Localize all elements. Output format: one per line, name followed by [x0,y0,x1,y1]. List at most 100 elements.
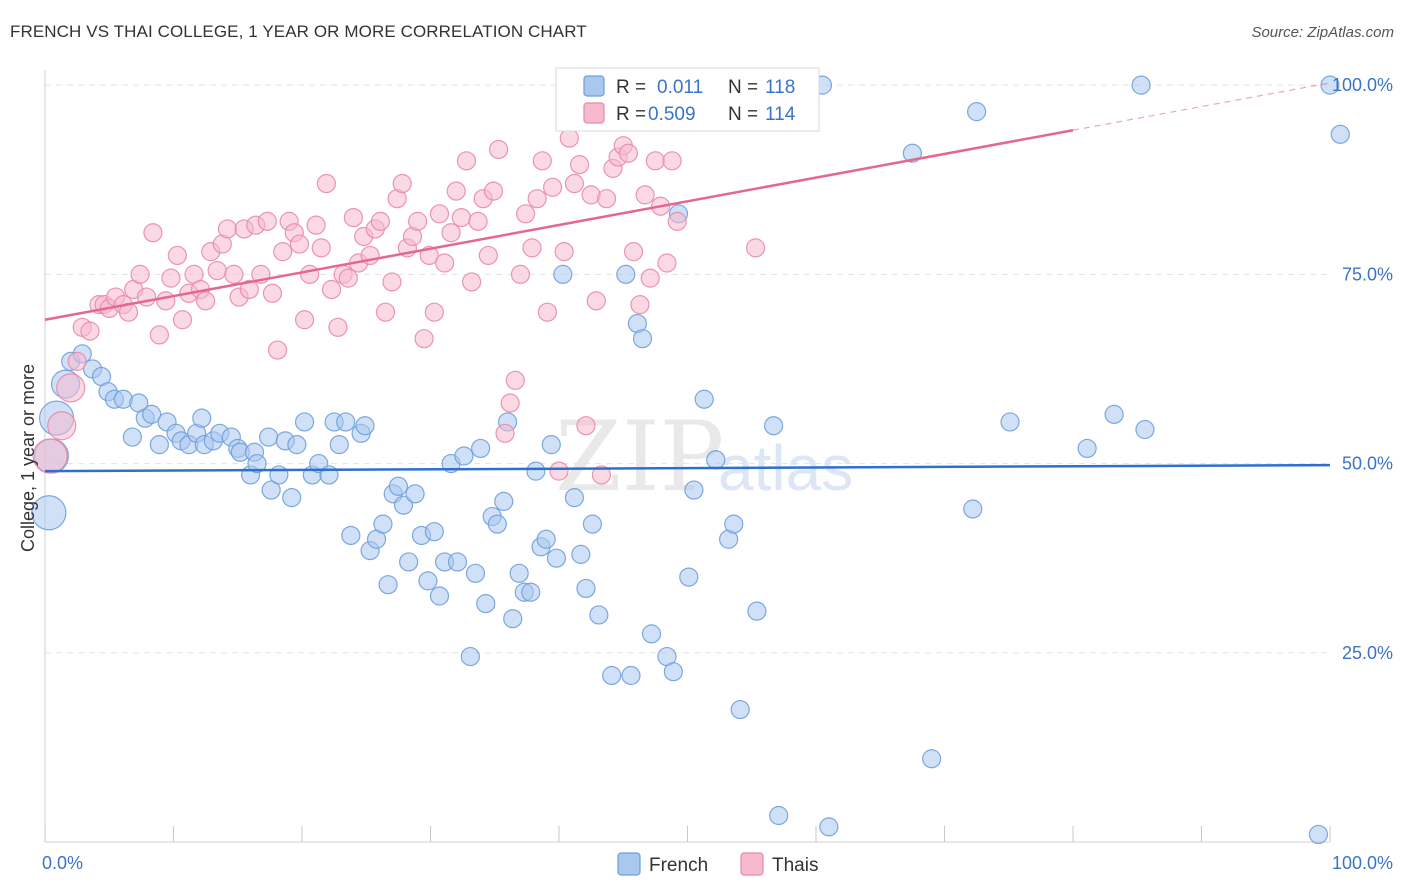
french-point-76 [526,461,546,481]
thai-point-67 [429,204,450,224]
french-point-62 [447,552,468,572]
y-axis-label: College, 1 year or more [18,364,38,552]
bottom-legend-label-french: French [649,855,708,876]
french-point-115 [1135,419,1155,440]
thai-point-46 [316,173,337,194]
french-point-109 [922,749,942,769]
thai-point-3 [67,351,87,371]
thai-point-20 [172,310,193,330]
x-tick-label-1: 100.0% [1332,853,1393,873]
french-point-80 [546,548,567,568]
french-point-59 [429,586,450,606]
thai-trend-line [44,129,1074,321]
thai-point-0 [32,438,68,474]
thai-point-83 [515,204,536,224]
thai-point-2 [56,373,86,403]
x-tick-label-0: 0.0% [42,853,83,873]
french-point-43 [336,412,356,432]
thai-trend-line-extension [1072,82,1331,131]
thai-point-78 [489,139,509,160]
thai-point-87 [537,302,558,322]
french-point-112 [1000,412,1020,432]
bottom-legend-swatch-french [617,852,641,876]
french-point-49 [373,514,393,534]
thai-point-51 [343,207,363,228]
french-point-57 [418,571,438,591]
thai-point-89 [549,461,569,481]
french-point-32 [261,480,281,500]
thai-point-42 [294,310,315,330]
french-point-35 [282,488,302,508]
french-point-33 [269,465,289,485]
french-point-104 [763,416,784,436]
french-point-91 [632,329,653,349]
french-point-98 [694,389,714,409]
french-point-110 [963,499,983,519]
french-points [31,75,1350,845]
french-point-69 [487,514,507,534]
thai-point-74 [468,211,488,231]
thai-point-92 [564,173,585,194]
french-point-96 [679,567,699,587]
y-tick-label-2: 75.0% [1342,264,1393,284]
thai-point-60 [392,173,412,194]
thai-point-69 [441,223,461,243]
french-point-15 [149,435,169,455]
french-point-97 [684,480,704,500]
thai-point-66 [424,302,444,322]
thai-points [32,128,766,485]
thai-point-82 [510,264,531,284]
thai-point-73 [462,272,482,292]
thai-point-43 [300,264,320,284]
thai-point-58 [382,272,402,292]
french-point-81 [553,264,573,284]
french-point-52 [388,476,408,496]
french-point-113 [1077,438,1097,459]
french-point-84 [576,578,596,599]
french-point-89 [621,665,641,686]
french-point-118 [1308,824,1329,845]
legend-n-value-thais: 114 [765,104,796,125]
french-point-67 [476,593,496,614]
french-point-31 [258,427,279,447]
french-point-46 [355,416,375,436]
thai-point-35 [257,211,277,231]
french-point-103 [747,601,767,621]
french-point-13 [142,404,162,424]
thai-point-90 [554,242,574,262]
legend-n-label-french: N = [728,77,758,98]
french-point-64 [460,646,480,667]
bottom-legend: French Thais [617,852,818,876]
thai-point-56 [370,211,390,231]
french-point-58 [424,522,444,542]
legend-r-label-french: R = [616,77,646,98]
french-point-54 [399,552,419,572]
chart-title: FRENCH VS THAI COLLEGE, 1 YEAR OR MORE C… [10,22,587,41]
legend-r-value-thais: 0.509 [648,104,696,125]
thai-point-64 [414,329,434,349]
french-point-37 [294,412,315,432]
thai-point-37 [267,340,288,360]
thai-point-48 [328,317,348,337]
thai-point-86 [532,151,552,171]
tick-labels: 25.0% 50.0% 75.0% 100.0% 0.0% 100.0% [42,75,1393,873]
french-point-119 [1330,124,1350,144]
thai-point-32 [239,279,259,300]
thai-point-102 [618,143,638,163]
thai-point-77 [483,181,504,201]
french-point-42 [329,435,349,455]
legend-swatch-french [583,75,605,97]
thai-point-97 [591,465,612,485]
french-point-82 [564,488,585,508]
thai-point-13 [130,264,150,284]
legend-swatch-thais [583,102,605,124]
french-point-30 [247,453,267,474]
thai-point-50 [338,268,358,288]
french-point-50 [378,575,398,595]
thai-point-28 [217,219,238,239]
legend-n-value-french: 118 [765,77,795,98]
thai-point-76 [478,245,498,266]
thai-point-5 [80,321,100,341]
thai-point-91 [559,128,579,148]
thai-point-63 [408,211,428,231]
